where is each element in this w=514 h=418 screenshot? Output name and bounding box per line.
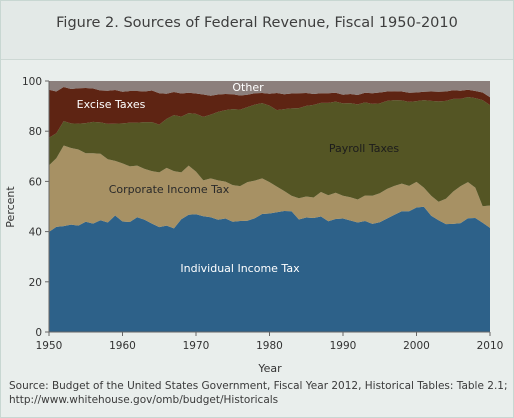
y-tick-label: 20 xyxy=(29,277,42,289)
y-tick-label: 40 xyxy=(29,227,42,239)
x-tick-label: 1950 xyxy=(36,340,63,352)
area-excise-taxes xyxy=(49,87,490,138)
x-tick-label: 2010 xyxy=(477,340,504,352)
label-corporate-income-tax: Corporate Income Tax xyxy=(109,183,230,196)
x-axis-label: Year xyxy=(257,362,282,375)
area-corporate-income-tax xyxy=(49,145,490,232)
stacked-area-chart: Individual Income Tax Corporate Income Ta… xyxy=(4,76,503,375)
source-url: http://www.whitehouse.gov/omb/budget/His… xyxy=(9,394,279,406)
label-individual-income-tax: Individual Income Tax xyxy=(180,262,300,275)
x-tick-label: 1960 xyxy=(109,340,136,352)
title-band: Figure 2. Sources of Federal Revenue, Fi… xyxy=(1,1,513,60)
figure-title: Figure 2. Sources of Federal Revenue, Fi… xyxy=(56,15,458,31)
y-axis-label: Percent xyxy=(4,186,17,228)
y-tick-label: 60 xyxy=(29,176,42,188)
axes: 0 20 40 60 80 100 1950 1960 1970 1980 1990 2000 2010 xyxy=(22,76,503,352)
label-payroll-taxes: Payroll Taxes xyxy=(329,142,400,155)
series-areas xyxy=(49,81,490,332)
source-note: Source: Budget of the United States Gove… xyxy=(9,379,509,407)
area-payroll-taxes xyxy=(49,97,490,207)
label-other: Other xyxy=(232,81,264,94)
label-excise-taxes: Excise Taxes xyxy=(77,98,146,111)
x-tick-label: 1970 xyxy=(183,340,210,352)
x-tick-label: 1990 xyxy=(330,340,357,352)
y-tick-label: 0 xyxy=(35,327,42,339)
y-tick-label: 80 xyxy=(29,126,42,138)
area-individual-income-tax xyxy=(49,206,490,332)
x-tick-label: 2000 xyxy=(403,340,430,352)
source-line: Source: Budget of the United States Gove… xyxy=(9,380,508,392)
series-labels: Individual Income Tax Corporate Income Ta… xyxy=(77,81,400,275)
y-tick-label: 100 xyxy=(22,76,42,88)
area-other xyxy=(49,81,490,98)
x-tick-label: 1980 xyxy=(256,340,283,352)
